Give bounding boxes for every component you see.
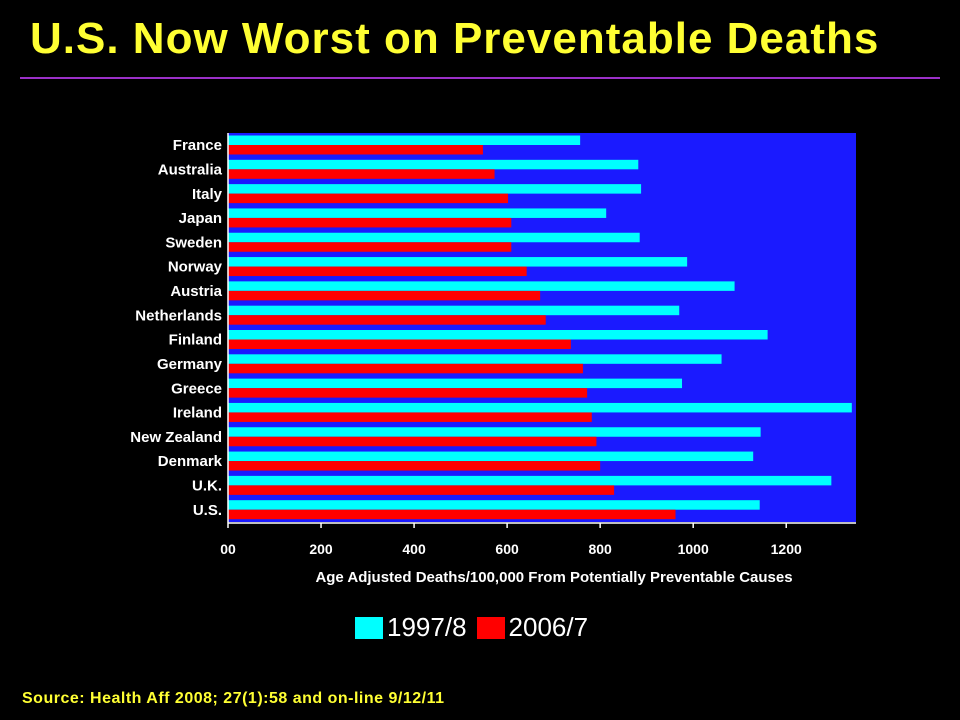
category-label: Italy [192,186,223,203]
category-label: Germany [157,356,223,373]
bar-1997-ireland [228,402,852,413]
x-tick-label: 200 [309,541,333,557]
bar-chart: France Australia Italy Japan Sweden Norway Aus… [130,133,856,586]
chart-legend: 1997/8 2006/7 [355,612,588,643]
legend-item-2006: 2006/7 [476,612,589,643]
x-tick-label: 1200 [771,541,802,557]
source-note: Source: Health Aff 2008; 27(1):58 and on… [22,690,445,707]
legend-item-1997: 1997/8 [355,612,467,643]
bar-2006-greece [228,388,588,398]
bar-2006-u-s [228,509,676,520]
category-label: Japan [179,210,222,227]
category-label: Netherlands [135,307,222,324]
bar-2006-japan [228,217,512,228]
bar-1997-netherlands [228,305,680,316]
category-label: Ireland [173,405,222,422]
category-label: Finland [169,332,222,349]
x-tick-label: 800 [588,541,612,557]
bar-2006-u-k [228,485,615,495]
bar-1997-u-s [228,500,760,510]
bar-1997-greece [228,378,683,389]
legend-swatch-1997 [355,616,383,639]
bar-1997-norway [228,257,688,267]
bar-2006-denmark [228,461,601,471]
x-axis-title: Age Adjusted Deaths/100,000 From Potenti… [315,569,792,586]
category-label: Norway [168,259,223,276]
bar-1997-denmark [228,451,754,462]
slide-title: U.S. Now Worst on Preventable Deaths [30,14,880,63]
bar-1997-sweden [228,232,640,243]
category-label: Denmark [158,453,223,470]
bar-2006-germany [228,363,583,374]
bar-2006-norway [228,266,527,277]
bar-1997-austria [228,281,735,291]
category-label: Sweden [165,234,222,251]
legend-label-2006: 2006/7 [508,612,589,642]
legend-label-1997: 1997/8 [387,612,467,642]
bar-2006-austria [228,290,541,301]
bar-1997-new-zealand [228,427,761,437]
bar-2006-france [228,145,483,155]
bar-2006-netherlands [228,315,546,325]
bar-1997-finland [228,330,768,340]
x-tick-label: 400 [402,541,426,557]
category-label: Australia [158,161,223,178]
bar-2006-new-zealand [228,436,597,447]
x-tick-label: 600 [495,541,519,557]
bar-2006-finland [228,339,571,349]
bar-1997-japan [228,208,607,218]
bar-2006-australia [228,169,495,179]
bar-1997-france [228,135,581,145]
category-label: Austria [170,283,222,300]
title-divider [20,77,940,79]
bar-2006-sweden [228,242,512,252]
bar-2006-italy [228,193,509,204]
bar-1997-u-k [228,475,832,486]
x-tick-label: 00 [220,541,236,557]
bar-1997-australia [228,159,639,170]
category-label: France [173,137,222,154]
bar-1997-germany [228,354,722,364]
x-tick-label: 1000 [678,541,709,557]
category-label: U.K. [192,478,222,495]
bar-1997-italy [228,184,642,194]
bar-2006-ireland [228,412,592,422]
legend-swatch-2006 [476,616,505,639]
category-label: Greece [171,380,222,397]
category-label: New Zealand [130,429,222,446]
category-label: U.S. [193,502,222,519]
